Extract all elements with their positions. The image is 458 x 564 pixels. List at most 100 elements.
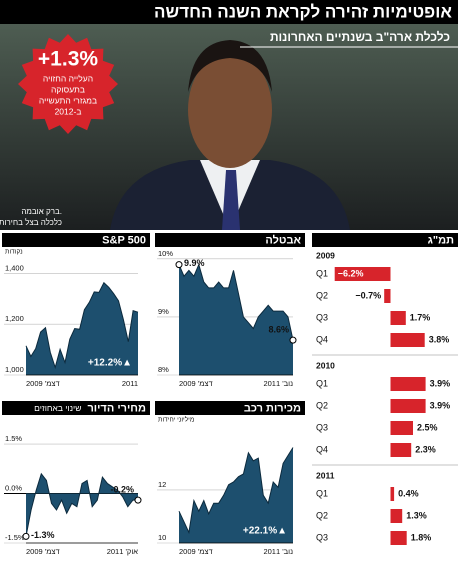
x-tick-label: דצמ' 2009 [26, 547, 60, 556]
category-label: Q2 [316, 290, 328, 300]
bar [390, 443, 412, 457]
badge [18, 34, 118, 134]
y-tick-label: 12 [158, 480, 166, 489]
value-label: -1.3% [31, 530, 55, 540]
x-tick-label: נוב' 2011 [263, 547, 293, 556]
x-tick-label: 2011 [122, 379, 138, 388]
badge-text: בתעסוקה [51, 84, 85, 94]
value-label: −6.2% [338, 268, 364, 278]
value-label: 8.6% [268, 325, 289, 335]
category-label: Q4 [316, 334, 328, 344]
value-label: 3.9% [430, 400, 451, 410]
page-subtitle: כלכלת ארה"ב בשנתיים האחרונות [270, 30, 450, 44]
value-label: 9.9% [184, 258, 205, 268]
bar [390, 377, 426, 391]
point-marker [289, 336, 297, 344]
annotation: +22.1%▲ [243, 526, 287, 537]
value-label: 2.5% [417, 422, 438, 432]
y-tick-label: 0.0% [5, 484, 22, 493]
category-label: Q4 [316, 444, 328, 454]
bar [390, 421, 413, 435]
point-marker [22, 532, 30, 540]
area-line [178, 263, 294, 341]
area-fill [26, 473, 138, 537]
bar [384, 289, 391, 303]
panel-subtitle: שינוי באחוזים [34, 403, 81, 413]
group-label: 2009 [316, 250, 335, 260]
value-label: 1.8% [411, 532, 432, 542]
category-label: Q1 [316, 488, 328, 498]
badge-text: ב-2012 [55, 106, 82, 116]
photo-caption: ברק אובמה. [21, 207, 62, 216]
group-label: 2010 [316, 360, 335, 370]
area-line [25, 472, 138, 537]
panel-title: מכירות רכב [244, 402, 301, 414]
value-label: 2.3% [415, 444, 436, 454]
category-label: Q1 [316, 378, 328, 388]
x-tick-label: דצמ' 2009 [26, 379, 60, 388]
x-tick-label: דצמ' 2009 [179, 379, 213, 388]
y-tick-label: 8% [158, 365, 169, 374]
y-tick-label: 9% [158, 307, 169, 316]
value-label: 1.3% [406, 510, 427, 520]
y-tick-label: 1,000 [5, 365, 24, 374]
badge-text: העלייה החזויה [43, 73, 93, 83]
panel-header [312, 233, 458, 247]
photo-tie [222, 170, 240, 230]
value-label: 3.9% [430, 378, 451, 388]
y-tick-label: -1.5% [5, 533, 25, 542]
panel-header [2, 401, 150, 415]
panel-header [155, 233, 305, 247]
y-tick-label: 1,400 [5, 263, 24, 272]
x-tick-label: דצמ' 2009 [179, 547, 213, 556]
panel-header [155, 401, 305, 415]
area-line [178, 447, 294, 535]
bar [390, 333, 425, 347]
y-tick-label: 10% [158, 249, 173, 258]
y-axis-label: מיליוני יחידות [158, 416, 194, 424]
bar [334, 267, 391, 281]
value-label: -0.2% [110, 485, 134, 495]
bar [390, 531, 407, 545]
y-axis-label: נקודות [5, 249, 23, 256]
point-marker [134, 496, 142, 504]
badge-value: +1.3% [38, 48, 98, 71]
panel-header [2, 233, 150, 247]
group-label: 2011 [316, 470, 335, 480]
annotation: +12.2%▲ [88, 358, 132, 369]
y-tick-label: 1,200 [5, 314, 24, 323]
panel-title: S&P 500 [102, 234, 146, 246]
x-tick-label: אוק' 2011 [107, 547, 139, 556]
category-label: Q2 [316, 400, 328, 410]
title-bar [0, 0, 458, 24]
area-line [25, 281, 139, 370]
category-label: Q3 [316, 532, 328, 542]
area-fill [179, 447, 293, 543]
photo-hair [188, 40, 272, 92]
y-tick-label: 10 [158, 533, 166, 542]
x-tick-label: נוב' 2011 [263, 379, 293, 388]
photo-caption: כלכלה בצל בחירות [0, 218, 62, 227]
photo-face [188, 52, 272, 168]
badge-text: במגזרי התעשייה [39, 95, 97, 105]
panel-title: אבטלה [265, 233, 301, 246]
point-marker [175, 261, 183, 269]
category-label: Q3 [316, 312, 328, 322]
bar [390, 399, 426, 413]
value-label: 1.7% [410, 312, 431, 322]
bar [390, 509, 403, 523]
value-label: 0.4% [398, 488, 419, 498]
value-label: −0.7% [355, 290, 381, 300]
area-fill [179, 264, 293, 375]
area-fill [26, 282, 138, 375]
panel-title: מחירי הדיור [87, 402, 146, 414]
panel-title: תמ"ג [428, 234, 454, 246]
category-label: Q3 [316, 422, 328, 432]
bar [390, 487, 395, 501]
category-label: Q2 [316, 510, 328, 520]
y-tick-label: 1.5% [5, 434, 22, 443]
value-label: 3.8% [429, 334, 450, 344]
bar [390, 311, 406, 325]
category-label: Q1 [316, 268, 328, 278]
